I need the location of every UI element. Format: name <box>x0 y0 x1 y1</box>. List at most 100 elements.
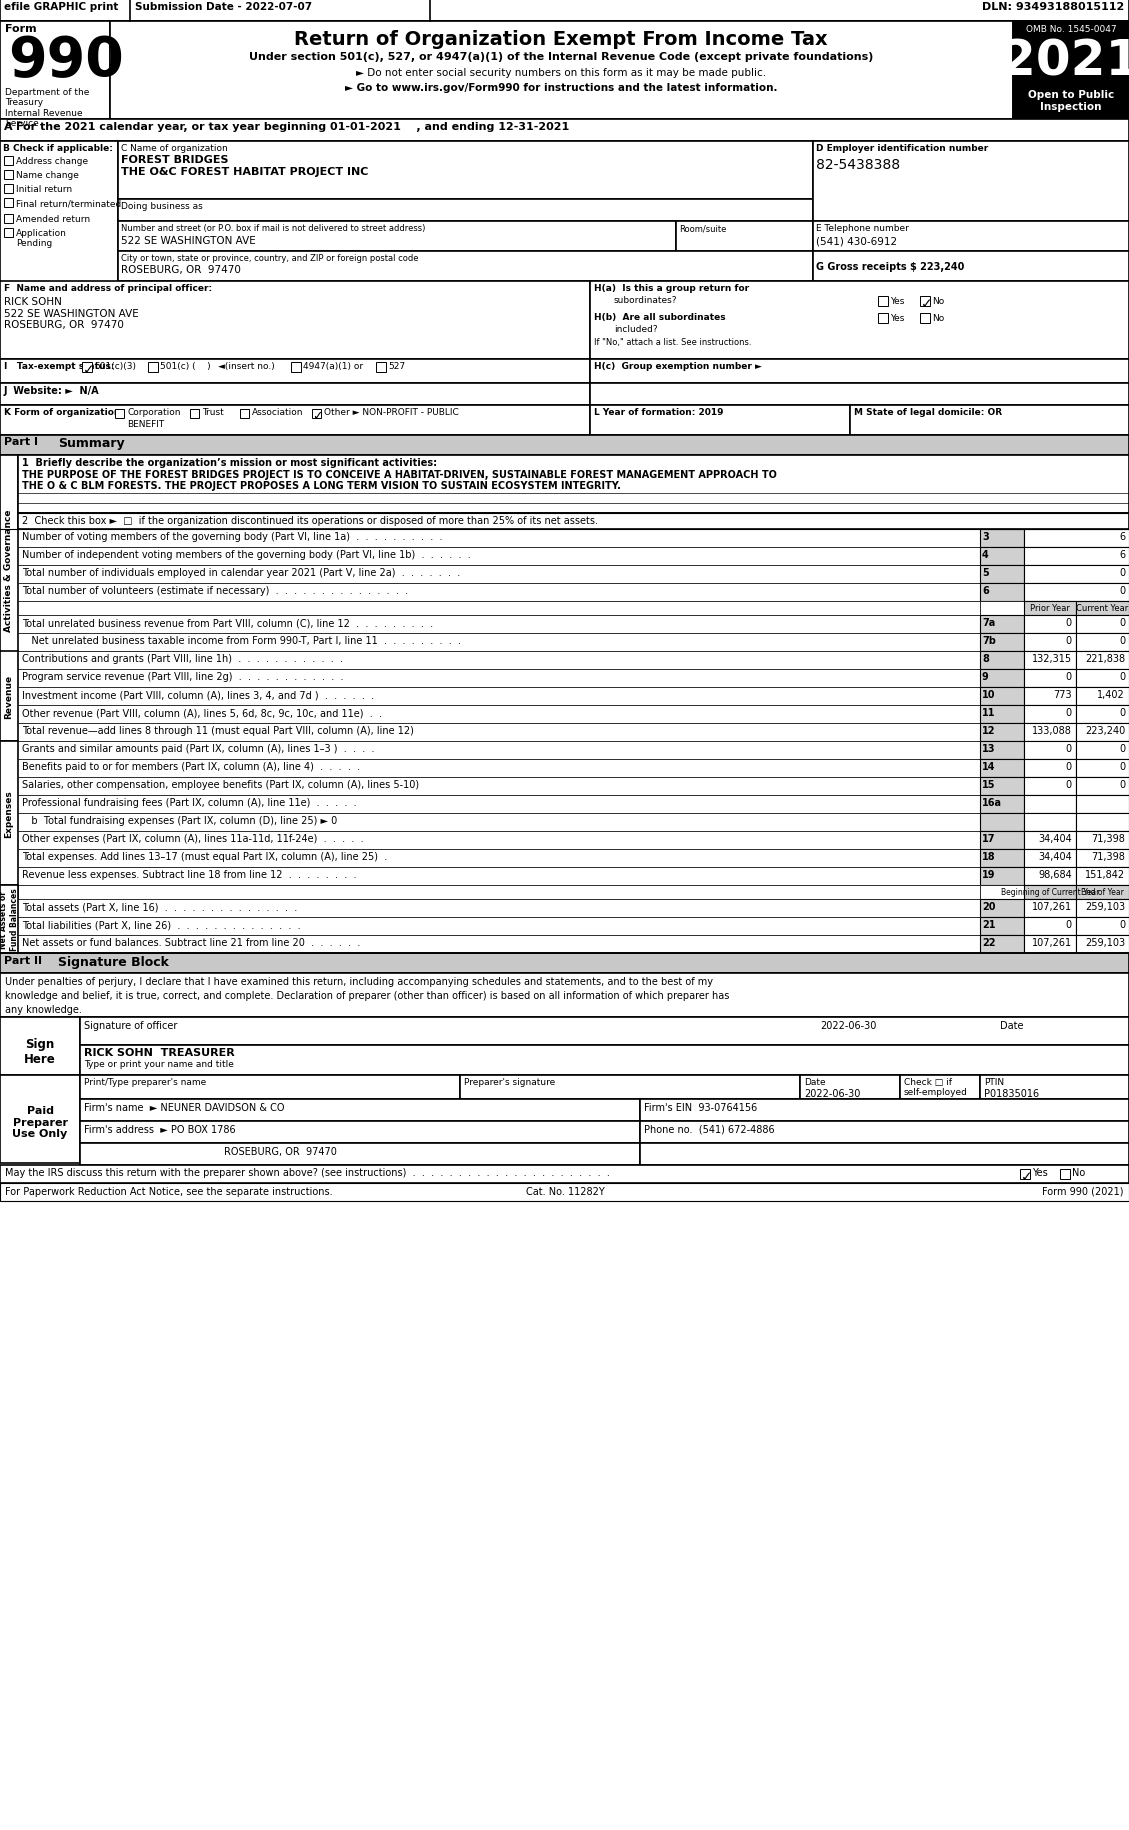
Bar <box>0 741 18 886</box>
Bar <box>119 253 813 282</box>
Bar <box>18 633 980 651</box>
Bar <box>1024 849 1076 867</box>
Text: Firm's name  ► NEUNER DAVIDSON & CO: Firm's name ► NEUNER DAVIDSON & CO <box>84 1102 285 1113</box>
Text: Current Year: Current Year <box>1076 604 1128 613</box>
Text: A: A <box>5 123 12 132</box>
Text: 6: 6 <box>1119 533 1124 542</box>
Bar <box>590 361 1129 384</box>
Text: Name change: Name change <box>16 170 79 179</box>
Text: Open to Public
Inspection: Open to Public Inspection <box>1027 90 1114 112</box>
Text: efile GRAPHIC print: efile GRAPHIC print <box>5 2 119 13</box>
Bar <box>1024 886 1076 900</box>
Text: 132,315: 132,315 <box>1032 653 1073 664</box>
Text: Submission Date - 2022-07-07: Submission Date - 2022-07-07 <box>135 2 312 13</box>
Text: PTIN: PTIN <box>984 1078 1004 1087</box>
Bar <box>980 886 1024 900</box>
Text: Check □ if: Check □ if <box>904 1078 952 1087</box>
Text: 259,103: 259,103 <box>1085 902 1124 911</box>
Bar <box>1024 900 1076 917</box>
Bar <box>18 670 980 688</box>
Bar <box>18 778 980 796</box>
Bar <box>18 935 980 953</box>
Text: Sign
Here: Sign Here <box>24 1038 55 1065</box>
Bar <box>18 514 1129 529</box>
Bar <box>1076 723 1129 741</box>
Text: 522 SE WASHINGTON AVE: 522 SE WASHINGTON AVE <box>5 309 139 318</box>
Text: 0: 0 <box>1066 780 1073 789</box>
Bar <box>1076 706 1129 723</box>
Text: Total number of volunteers (estimate if necessary)  .  .  .  .  .  .  .  .  .  .: Total number of volunteers (estimate if … <box>21 586 408 597</box>
Text: Under penalties of perjury, I declare that I have examined this return, includin: Under penalties of perjury, I declare th… <box>5 977 714 986</box>
Text: 2021: 2021 <box>1001 37 1129 84</box>
Bar <box>980 849 1024 867</box>
Text: 20: 20 <box>982 902 996 911</box>
Bar <box>980 867 1024 886</box>
Bar <box>1024 670 1076 688</box>
Text: Application
Pending: Application Pending <box>16 229 67 249</box>
Bar <box>190 410 199 419</box>
Text: Professional fundraising fees (Part IX, column (A), line 11e)  .  .  .  .  .: Professional fundraising fees (Part IX, … <box>21 798 357 807</box>
Text: 8: 8 <box>982 653 989 664</box>
Bar <box>1024 529 1129 547</box>
Text: 5: 5 <box>982 567 989 578</box>
Bar <box>1024 814 1076 831</box>
Bar <box>980 935 1024 953</box>
Text: Yes: Yes <box>890 296 904 306</box>
Text: Date: Date <box>1000 1021 1024 1030</box>
Bar <box>460 1076 800 1100</box>
Text: I   Tax-exempt status:: I Tax-exempt status: <box>5 362 114 371</box>
Text: 13: 13 <box>982 743 996 754</box>
Bar <box>80 1100 640 1122</box>
Text: May the IRS discuss this return with the preparer shown above? (see instructions: May the IRS discuss this return with the… <box>5 1168 610 1177</box>
Bar <box>980 584 1024 602</box>
Bar <box>0 1166 1129 1184</box>
Text: Under section 501(c), 527, or 4947(a)(1) of the Internal Revenue Code (except pr: Under section 501(c), 527, or 4947(a)(1)… <box>248 51 873 62</box>
Text: 0: 0 <box>1066 919 1073 930</box>
Bar <box>0 0 1129 22</box>
Bar <box>0 436 1129 456</box>
Bar <box>5 157 14 167</box>
Text: knowledge and belief, it is true, correct, and complete. Declaration of preparer: knowledge and belief, it is true, correc… <box>5 990 729 1001</box>
Bar <box>590 406 850 436</box>
Bar <box>980 633 1024 651</box>
Text: 107,261: 107,261 <box>1032 902 1073 911</box>
Bar <box>5 199 14 209</box>
Text: Department of the
Treasury
Internal Revenue
Service: Department of the Treasury Internal Reve… <box>5 88 89 128</box>
Text: Total number of individuals employed in calendar year 2021 (Part V, line 2a)  . : Total number of individuals employed in … <box>21 567 461 578</box>
Text: Investment income (Part VIII, column (A), lines 3, 4, and 7d )  .  .  .  .  .  .: Investment income (Part VIII, column (A)… <box>21 690 374 699</box>
Text: City or town, state or province, country, and ZIP or foreign postal code: City or town, state or province, country… <box>121 254 419 264</box>
Bar <box>813 143 1129 221</box>
Text: K Form of organization:: K Form of organization: <box>5 408 124 417</box>
Text: Number of independent voting members of the governing body (Part VI, line 1b)  .: Number of independent voting members of … <box>21 549 471 560</box>
Bar <box>980 651 1024 670</box>
Bar <box>590 384 1129 406</box>
Bar <box>1024 917 1076 935</box>
Bar <box>18 759 980 778</box>
Text: Other ► NON-PROFIT - PUBLIC: Other ► NON-PROFIT - PUBLIC <box>324 408 458 417</box>
Text: Return of Organization Exempt From Income Tax: Return of Organization Exempt From Incom… <box>295 29 828 49</box>
Text: Benefits paid to or for members (Part IX, column (A), line 4)  .  .  .  .  .: Benefits paid to or for members (Part IX… <box>21 761 360 772</box>
Text: 12: 12 <box>982 727 996 736</box>
Text: ROSEBURG, OR  97470: ROSEBURG, OR 97470 <box>5 320 124 329</box>
Text: L Year of formation: 2019: L Year of formation: 2019 <box>594 408 724 417</box>
Text: 2  Check this box ►  □  if the organization discontinued its operations or dispo: 2 Check this box ► □ if the organization… <box>21 516 598 525</box>
Text: 259,103: 259,103 <box>1085 937 1124 948</box>
Bar <box>18 867 980 886</box>
Bar <box>115 410 124 419</box>
Text: G Gross receipts $ 223,240: G Gross receipts $ 223,240 <box>816 262 964 273</box>
Text: Preparer's signature: Preparer's signature <box>464 1078 555 1087</box>
Text: RICK SOHN  TREASURER: RICK SOHN TREASURER <box>84 1047 235 1058</box>
Bar <box>1076 615 1129 633</box>
Bar <box>80 1076 460 1100</box>
Bar <box>1060 1169 1070 1179</box>
Bar <box>900 1076 980 1100</box>
Text: Other revenue (Part VIII, column (A), lines 5, 6d, 8c, 9c, 10c, and 11e)  .  .: Other revenue (Part VIII, column (A), li… <box>21 708 382 717</box>
Text: Trust: Trust <box>202 408 224 417</box>
Bar <box>1024 584 1129 602</box>
Text: 34,404: 34,404 <box>1039 833 1073 844</box>
Bar <box>1076 633 1129 651</box>
Bar <box>1024 831 1076 849</box>
Bar <box>676 221 813 253</box>
Text: 7a: 7a <box>982 619 996 628</box>
Bar <box>1076 831 1129 849</box>
